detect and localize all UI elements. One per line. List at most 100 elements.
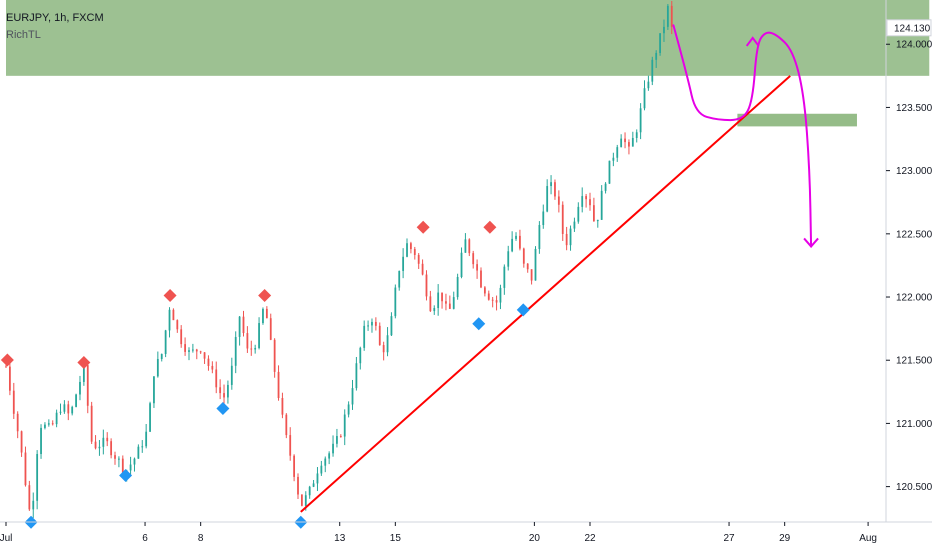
candle-body — [12, 390, 15, 414]
pivot-high-marker — [483, 220, 497, 234]
pivot-low-marker — [472, 317, 486, 331]
pivot-low-marker — [119, 468, 133, 482]
candle-body — [659, 33, 661, 53]
candle-body — [355, 363, 358, 389]
candle-body — [86, 365, 89, 406]
candle-body — [589, 199, 591, 206]
candle-body — [542, 211, 545, 226]
candle-body — [141, 446, 144, 448]
candle-body — [316, 473, 319, 484]
candle-body — [51, 423, 54, 425]
candle-body — [8, 366, 11, 391]
symbol-title[interactable]: EURJPY, 1h, FXCM — [6, 12, 104, 24]
candle-body — [308, 486, 311, 496]
trendline — [300, 75, 791, 513]
candle-body — [519, 235, 521, 249]
pivot-high-marker — [0, 353, 14, 367]
price-axis[interactable]: 124.000 123.500 123.000 122.500 122.000 121.5… — [886, 40, 932, 493]
candle-body — [82, 365, 85, 382]
candle-body — [635, 132, 638, 138]
candle-body — [546, 186, 549, 212]
candle-body — [160, 353, 163, 359]
candle-body — [215, 369, 218, 388]
candle-body — [300, 494, 303, 506]
candle-body — [71, 406, 74, 414]
price-tick-label: 123.000 — [896, 166, 932, 177]
candle-body — [538, 225, 541, 249]
candle-body — [639, 108, 642, 133]
candle-body — [487, 293, 490, 300]
candle-body — [643, 88, 646, 109]
candle-body — [289, 435, 292, 456]
candle-body — [573, 221, 576, 229]
candle-body — [121, 458, 124, 473]
candle-body — [262, 308, 264, 324]
candle-body — [441, 292, 443, 302]
candle-body — [5, 366, 7, 368]
candle-body — [480, 270, 482, 288]
candle-body — [223, 393, 225, 398]
candle-body — [180, 329, 183, 345]
candle-body — [448, 303, 451, 309]
candle-body — [468, 239, 471, 254]
time-tick-label: 22 — [584, 533, 596, 544]
candle-body — [312, 483, 315, 487]
trendline-layer — [300, 75, 791, 513]
time-axis[interactable]: Jul 6 8 13 15 20 22 27 29 Aug — [0, 522, 877, 544]
pivot-low-marker — [516, 303, 530, 317]
candle-body — [581, 196, 584, 207]
pivot-low-marker — [216, 401, 230, 415]
candle-body — [456, 276, 459, 298]
candle-body — [530, 269, 533, 281]
candle-body — [234, 336, 237, 366]
candle-body — [94, 441, 97, 449]
candle-body — [386, 335, 389, 353]
candle-body — [612, 157, 615, 161]
price-tick-label: 123.500 — [896, 103, 932, 114]
candle-body — [371, 321, 373, 326]
candle-body — [472, 253, 475, 265]
candle-body — [616, 147, 619, 158]
candle-body — [47, 423, 50, 425]
candle-body — [511, 238, 514, 252]
candle-body — [554, 182, 556, 197]
candle-body — [592, 205, 595, 222]
time-tick-label: 15 — [390, 533, 402, 544]
candle-body — [227, 384, 229, 398]
pivots-layer — [0, 220, 530, 529]
candle-body — [114, 455, 116, 459]
projection-arrowhead-down — [803, 237, 819, 248]
candle-body — [382, 345, 385, 353]
candle-body — [230, 365, 233, 385]
candle-body — [133, 458, 136, 465]
current-price-tag: 124.130 — [886, 19, 932, 37]
candle-body — [153, 376, 155, 404]
indicator-label[interactable]: RichTL — [6, 29, 41, 41]
candle-body — [273, 339, 276, 372]
candle-body — [110, 441, 113, 456]
candle-body — [328, 453, 331, 459]
candle-body — [628, 142, 630, 147]
candle-body — [608, 160, 611, 184]
candle-body — [285, 414, 288, 436]
price-tag-box — [886, 19, 932, 37]
candle-body — [184, 344, 186, 352]
candle-body — [63, 404, 66, 412]
candle-body — [242, 316, 245, 334]
candle-body — [293, 455, 296, 477]
candle-body — [137, 446, 140, 459]
candle-body — [254, 348, 257, 350]
candle-body — [363, 325, 366, 348]
time-tick-label: Aug — [859, 533, 877, 544]
candle-body — [67, 404, 70, 414]
candle-body — [320, 465, 323, 474]
candle-body — [398, 270, 401, 288]
candle-body — [347, 404, 350, 415]
candle-body — [118, 458, 120, 460]
candle-body — [534, 248, 537, 281]
candle-body — [367, 325, 369, 327]
candle-body — [32, 500, 35, 510]
candle-body — [24, 452, 27, 486]
candle-body — [437, 292, 440, 309]
